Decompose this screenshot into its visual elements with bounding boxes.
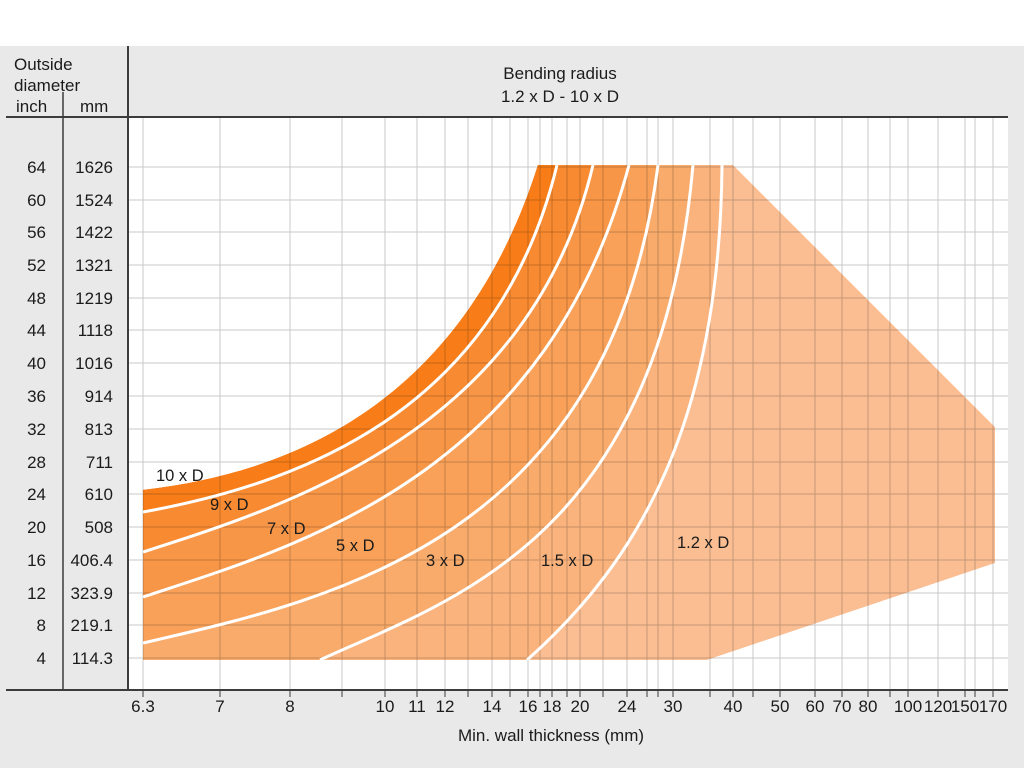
x-tick-label: 6.3: [131, 697, 155, 716]
curve-labels: 10 x D 9 x D 7 x D 5 x D 3 x D 1.5 x D 1.2 x D: [156, 467, 729, 570]
mm-row-label: 914: [85, 387, 113, 406]
inch-row-label: 40: [27, 354, 46, 373]
mm-row-label: 1118: [78, 321, 113, 340]
left-header-line1: Outside: [14, 55, 73, 74]
curve-label: 10 x D: [156, 467, 204, 485]
chart-title-line2: 1.2 x D - 10 x D: [501, 87, 619, 106]
inch-row-label: 36: [27, 387, 46, 406]
x-tick-label: 11: [408, 697, 426, 716]
radius-curve-0: [143, 165, 559, 514]
mm-row-label: 1422: [75, 223, 113, 242]
inch-row-label: 20: [27, 518, 46, 537]
mm-column-header: mm: [80, 97, 108, 116]
mm-row-label: 1219: [75, 289, 113, 308]
inch-row-label: 4: [37, 649, 46, 668]
inch-row-label: 44: [27, 321, 46, 340]
x-tick-label: 18: [543, 697, 562, 716]
x-tick-label: 120: [924, 697, 952, 716]
x-tick-label: 24: [618, 697, 637, 716]
x-tick-label: 40: [724, 697, 743, 716]
gridlines: [128, 118, 1008, 690]
curve-label: 1.5 x D: [541, 552, 593, 570]
mm-row-label: 508: [85, 518, 113, 537]
mm-row-label: 1524: [75, 191, 113, 210]
x-tick-label: 10: [376, 697, 395, 716]
x-tick-label: 7: [215, 697, 224, 716]
mm-row-label: 711: [86, 453, 113, 472]
mm-row-label: 610: [85, 485, 113, 504]
inch-row-label: 52: [27, 256, 46, 275]
inch-row-label: 48: [27, 289, 46, 308]
x-tick-label: 12: [436, 697, 455, 716]
mm-row-label: 219.1: [70, 616, 113, 635]
x-axis-tick-labels: 6.3 7 8 10 11 12 14 16 18 20 24 30 40 50 60 70 80 100 1201…: [131, 697, 1007, 716]
x-axis-ticks: [142, 690, 994, 697]
mm-row-label: 1626: [75, 158, 113, 177]
x-tick-label: 80: [859, 697, 878, 716]
x-tick-label: 100: [894, 697, 922, 716]
inch-row-label: 60: [27, 191, 46, 210]
left-header-line2: diameter: [14, 76, 80, 95]
curve-label: 1.2 x D: [677, 534, 729, 552]
inch-row-label: 32: [27, 420, 46, 439]
x-tick-label: 70: [833, 697, 852, 716]
inch-row-label: 56: [27, 223, 46, 242]
x-tick-label: 170: [979, 697, 1007, 716]
inch-row-label: 8: [37, 616, 46, 635]
inch-row-label: 24: [27, 485, 46, 504]
mm-row-label: 1321: [75, 256, 113, 275]
curve-label: 7 x D: [267, 520, 306, 538]
inch-row-label: 64: [27, 158, 46, 177]
x-tick-label: 8: [285, 697, 294, 716]
chart-title-line1: Bending radius: [503, 64, 616, 83]
radius-curve-5: [526, 165, 724, 660]
inch-row-label: 16: [27, 551, 46, 570]
radius-curve-4: [319, 165, 695, 660]
mm-row-label: 1016: [75, 354, 113, 373]
radius-curve-3: [143, 165, 660, 645]
x-tick-label: 14: [483, 697, 502, 716]
radius-curve-2: [143, 165, 631, 599]
mm-row-label: 323.9: [70, 584, 113, 603]
x-axis-title: Min. wall thickness (mm): [458, 726, 644, 745]
inch-column-header: inch: [16, 97, 47, 116]
mm-row-label: 406.4: [70, 551, 113, 570]
x-tick-label: 16: [519, 697, 538, 716]
x-tick-label: 30: [664, 697, 683, 716]
top-white-band: [0, 0, 1024, 46]
x-tick-label: 150: [951, 697, 979, 716]
mm-row-label: 813: [85, 420, 113, 439]
inch-row-label: 12: [27, 584, 46, 603]
bending-radius-curves: [143, 165, 724, 660]
x-tick-label: 20: [571, 697, 590, 716]
mm-row-label: 114.3: [72, 649, 113, 668]
x-tick-label: 60: [806, 697, 825, 716]
radius-curve-1: [143, 165, 595, 554]
x-tick-label: 50: [771, 697, 790, 716]
curve-label: 3 x D: [426, 552, 465, 570]
curve-label: 9 x D: [210, 496, 249, 514]
curve-label: 5 x D: [336, 537, 375, 555]
inch-row-label: 28: [27, 453, 46, 472]
